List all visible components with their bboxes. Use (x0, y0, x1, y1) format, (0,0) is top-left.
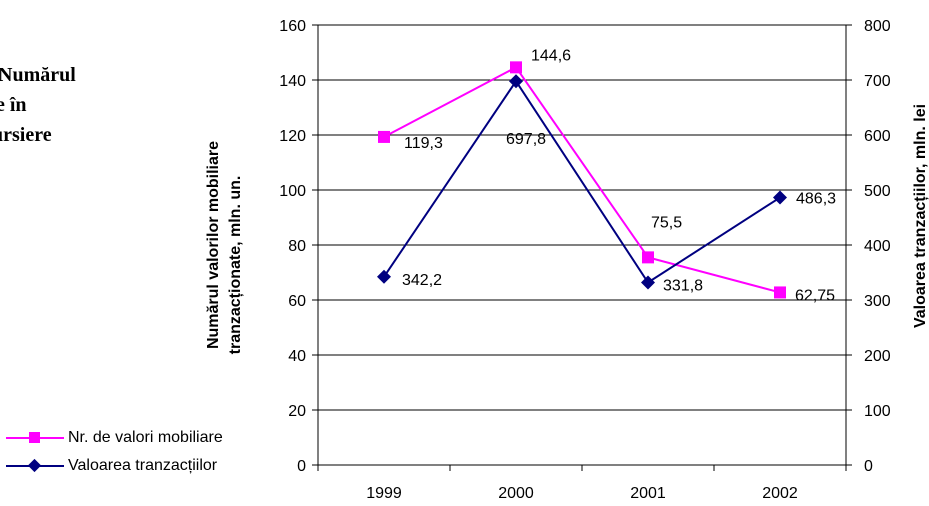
x-tick-label: 2000 (498, 485, 534, 502)
legend-item: Valoarea tranzacțiilor (6, 452, 223, 480)
legend-swatch-square (6, 431, 64, 445)
data-point (641, 275, 655, 290)
y-left-tick-label: 80 (288, 238, 306, 255)
data-point (509, 74, 523, 89)
x-tick-label: 2002 (762, 485, 798, 502)
y-left-tick-label: 0 (297, 458, 306, 475)
side-text: Numărul e în ursiere (0, 60, 120, 150)
legend-label: Nr. de valori mobiliare (68, 429, 223, 446)
y-right-tick-label: 0 (864, 458, 873, 475)
y-left-tick-label: 60 (288, 293, 306, 310)
side-text-line: ursiere (0, 124, 52, 146)
y-right-label: Valoarea tranzacțiilor, mln. lei (912, 104, 929, 328)
y-right-tick-label: 500 (864, 183, 891, 200)
y-right-tick-label: 200 (864, 348, 891, 365)
data-label: 697,8 (506, 131, 546, 148)
legend: Nr. de valori mobiliare Valoarea tranzac… (6, 424, 223, 480)
series-line (383, 79, 781, 284)
data-label: 331,8 (663, 278, 703, 295)
y-right-tick-label: 400 (864, 238, 891, 255)
data-point (378, 130, 390, 143)
data-label: 144,6 (531, 47, 571, 64)
x-tick-label: 2001 (630, 485, 666, 502)
data-label: 119,3 (404, 135, 443, 152)
data-point (377, 269, 391, 284)
y-left-label: Numărul valorilor mobiliare (205, 141, 222, 349)
y-left-label: tranzacționate, mln. un. (227, 176, 244, 355)
data-label: 75,5 (651, 214, 682, 231)
y-right-tick-label: 600 (864, 128, 891, 145)
y-right-tick-label: 300 (864, 293, 891, 310)
y-left-tick-label: 40 (288, 348, 306, 365)
data-label: 342,2 (402, 272, 442, 289)
series-line (383, 66, 781, 294)
y-left-tick-label: 120 (279, 128, 306, 145)
data-point (642, 251, 654, 264)
x-tick-label: 1999 (366, 485, 402, 502)
y-left-tick-label: 140 (279, 73, 306, 90)
side-text-line: e în (0, 94, 27, 116)
data-label: 486,3 (796, 191, 836, 208)
legend-label: Valoarea tranzacțiilor (68, 457, 218, 474)
data-point (773, 190, 787, 205)
y-left-tick-label: 160 (279, 18, 306, 35)
y-left-tick-label: 20 (288, 403, 306, 420)
data-label: 62,75 (795, 287, 835, 304)
legend-swatch-diamond (6, 458, 64, 473)
y-left-tick-label: 100 (279, 183, 306, 200)
legend-item: Nr. de valori mobiliare (6, 424, 223, 452)
side-text-line: Numărul (0, 64, 76, 86)
data-point (774, 286, 786, 299)
y-right-tick-label: 700 (864, 73, 891, 90)
y-right-tick-label: 800 (864, 18, 891, 35)
y-right-tick-label: 100 (864, 403, 891, 420)
data-point (510, 61, 522, 74)
